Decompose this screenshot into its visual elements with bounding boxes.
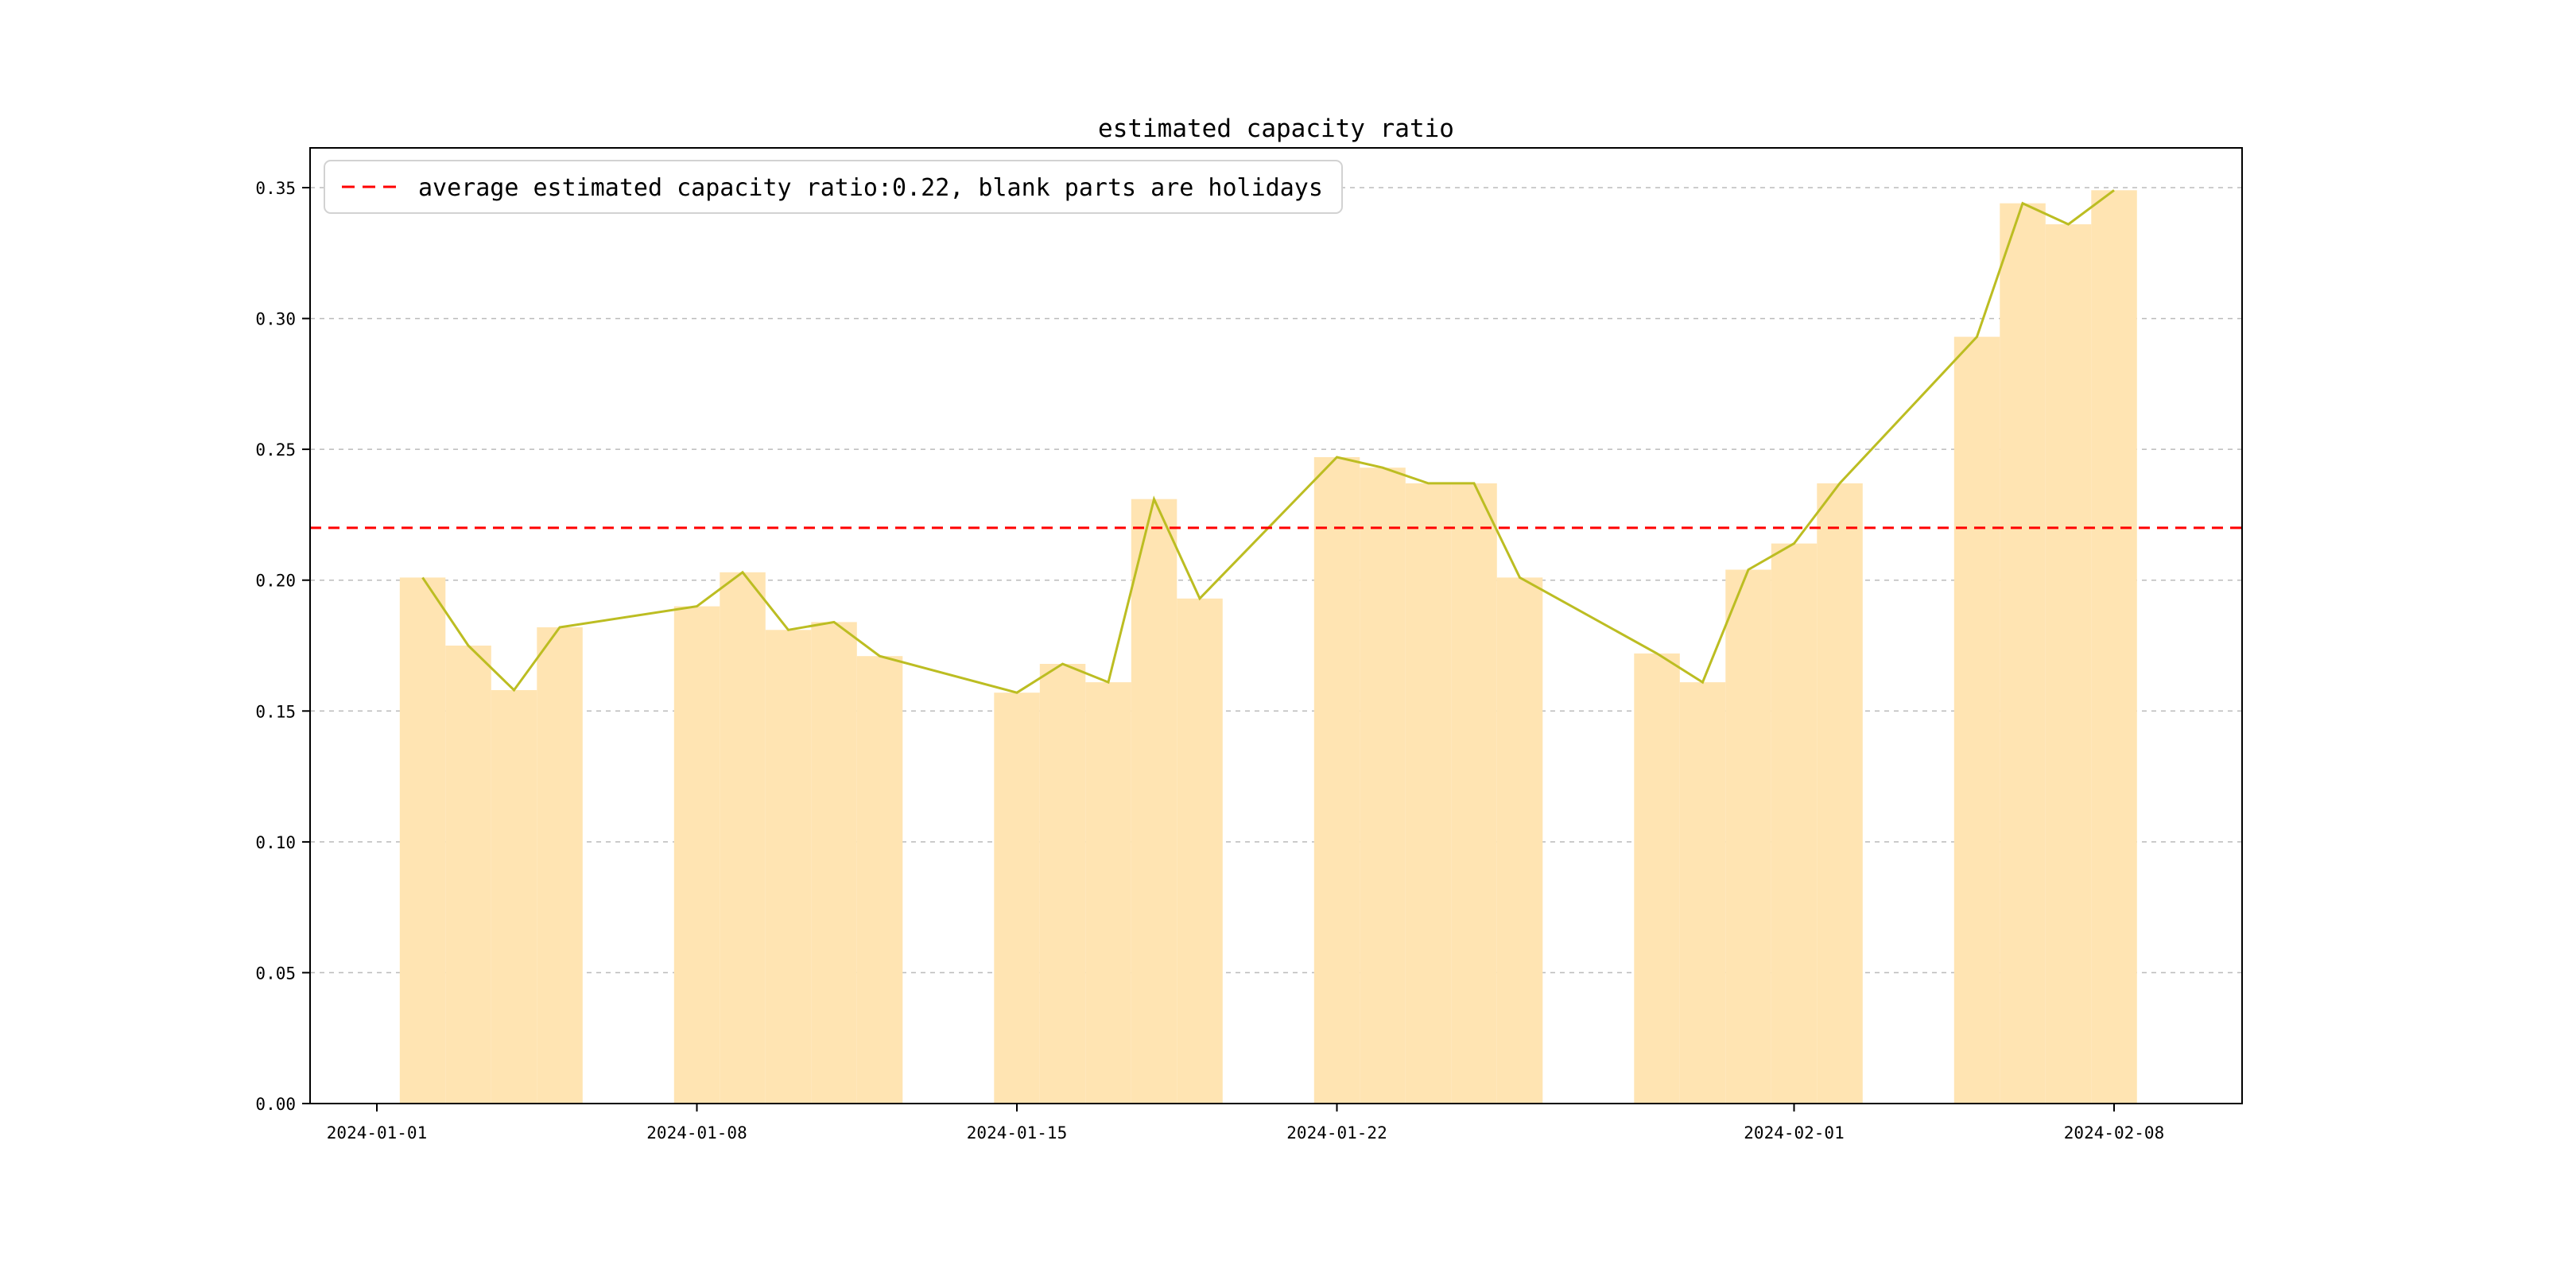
y-tick-label: 0.25 <box>255 440 296 460</box>
bar <box>491 690 537 1104</box>
bar <box>1496 577 1543 1104</box>
legend-label: average estimated capacity ratio:0.22, b… <box>418 174 1323 202</box>
bar <box>811 622 857 1104</box>
bar <box>1313 457 1360 1104</box>
x-axis: 2024-01-01 2024-01-08 2024-01-15 2024-01-22… <box>327 1104 2164 1143</box>
y-tick-label: 0.10 <box>255 833 296 852</box>
x-tick-label: 2024-01-01 <box>327 1123 427 1143</box>
bar <box>994 692 1040 1104</box>
x-tick-label: 2024-02-01 <box>1744 1123 1844 1143</box>
plot-border <box>309 147 2243 1104</box>
bar <box>1451 483 1497 1104</box>
bar <box>1039 664 1086 1104</box>
legend-box <box>324 160 1343 214</box>
bar <box>1131 499 1177 1104</box>
bar <box>2045 224 2092 1104</box>
bar <box>1953 336 2000 1104</box>
bar <box>1085 682 1131 1104</box>
bar <box>1405 483 1452 1104</box>
x-tick-label: 2024-01-22 <box>1286 1123 1387 1143</box>
bar <box>1360 467 1406 1104</box>
x-tick-label: 2024-01-15 <box>967 1123 1067 1143</box>
y-tick-label: 0.00 <box>255 1095 296 1114</box>
bar <box>1725 569 1771 1104</box>
bar <box>445 646 491 1104</box>
bar <box>399 577 446 1104</box>
bar <box>2000 203 2046 1104</box>
x-tick-label: 2024-01-08 <box>646 1123 747 1143</box>
bars-layer <box>399 190 2137 1104</box>
bar <box>2091 190 2137 1104</box>
y-tick-label: 0.05 <box>255 964 296 983</box>
plot-area <box>310 148 2242 1104</box>
bar <box>673 606 720 1104</box>
bar <box>765 630 812 1104</box>
y-axis: 0.00 0.05 0.10 0.15 0.20 0.25 0.30 0.35 <box>255 179 310 1114</box>
bar <box>1177 598 1223 1104</box>
bar <box>856 656 903 1104</box>
bar <box>720 572 766 1104</box>
chart-title: estimated capacity ratio <box>1098 114 1454 143</box>
bar <box>1679 682 1726 1104</box>
x-tick-label: 2024-02-08 <box>2064 1123 2164 1143</box>
bar <box>1634 653 1680 1104</box>
bar <box>1771 543 1818 1104</box>
bar <box>1817 483 1863 1104</box>
y-tick-label: 0.20 <box>255 572 296 591</box>
legend: average estimated capacity ratio:0.22, b… <box>324 160 1343 214</box>
y-tick-label: 0.35 <box>255 179 296 198</box>
bar <box>537 627 583 1104</box>
y-tick-label: 0.15 <box>255 702 296 721</box>
y-tick-label: 0.30 <box>255 310 296 329</box>
